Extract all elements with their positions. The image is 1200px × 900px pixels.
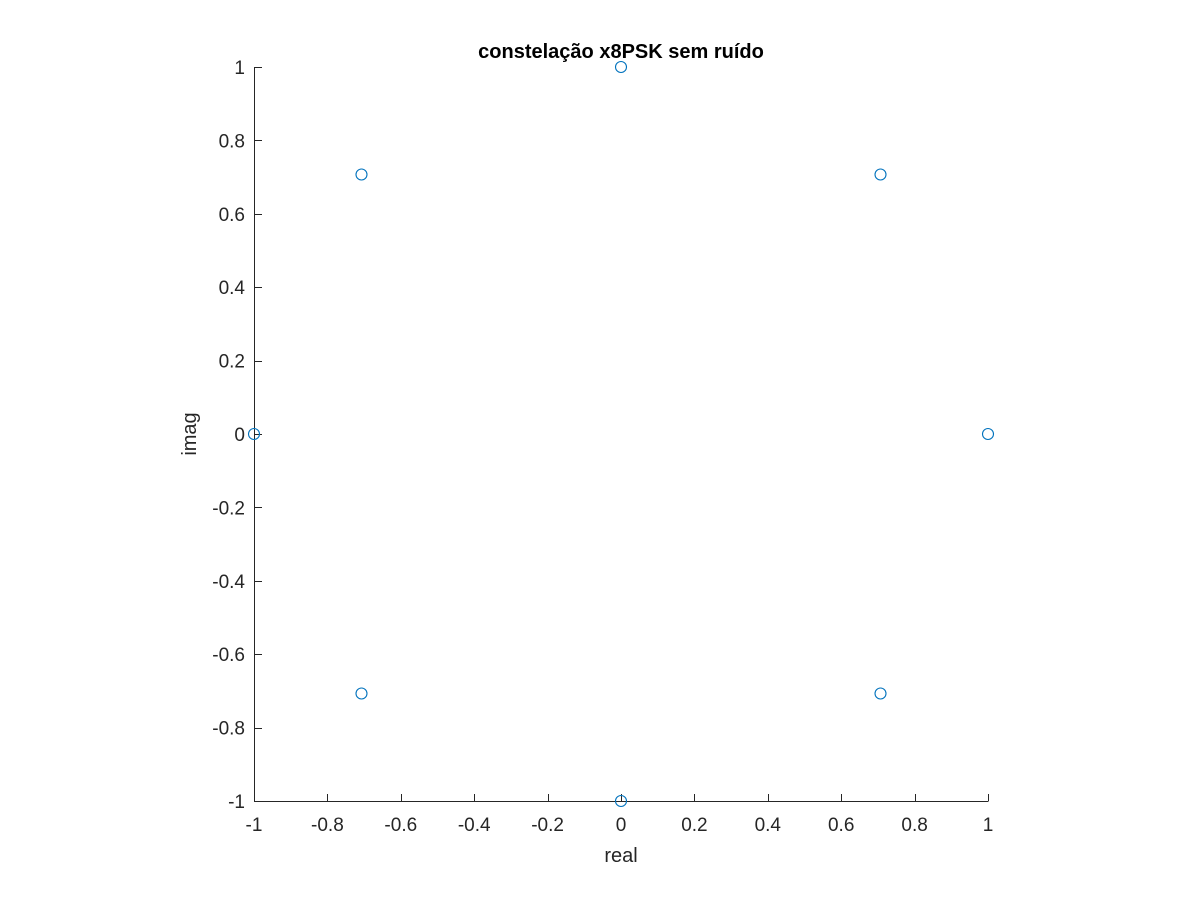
x-tick-label: 0.8 (901, 815, 927, 836)
y-axis-label: imag (179, 412, 201, 455)
x-tick-label: -0.6 (384, 815, 417, 836)
data-markers (247, 60, 995, 808)
data-point (614, 794, 628, 808)
x-tick-label: -0.8 (311, 815, 344, 836)
axes (254, 67, 988, 802)
data-point (874, 168, 887, 181)
y-ticks: -1 -0.8 -0.6 -0.4 -0.2 0 0.2 0.4 0.6 0.8 1 (212, 58, 262, 813)
x-tick-label: -1 (246, 815, 263, 836)
y-tick-label: -0.2 (212, 498, 245, 519)
y-tick-label: -0.6 (212, 645, 245, 666)
y-tick-label: 0.6 (219, 205, 245, 226)
data-point (981, 427, 995, 441)
data-point (355, 168, 368, 181)
data-point (874, 687, 887, 700)
y-tick-label: -1 (228, 792, 245, 813)
y-tick-label: 0 (234, 425, 245, 446)
x-tick-label: -0.2 (531, 815, 564, 836)
x-tick-label: 1 (983, 815, 994, 836)
x-axis-label: real (604, 845, 637, 867)
x-tick-label: 0.6 (828, 815, 854, 836)
data-point (247, 427, 261, 441)
x-tick-label: 0.4 (755, 815, 782, 836)
data-point (355, 687, 368, 700)
data-point (614, 60, 628, 74)
chart-title: constelação x8PSK sem ruído (478, 41, 764, 63)
y-tick-label: 0.4 (219, 278, 246, 299)
x-ticks: -1 -0.8 -0.6 -0.4 -0.2 0 0.2 0.4 0.6 0.8 1 (246, 794, 994, 836)
x-tick-label: -0.4 (458, 815, 491, 836)
y-tick-label: -0.8 (212, 719, 245, 740)
y-tick-label: 0.2 (219, 352, 245, 373)
x-tick-label: 0 (616, 815, 627, 836)
x-tick-label: 0.2 (681, 815, 707, 836)
y-tick-label: 1 (234, 58, 245, 79)
y-tick-label: -0.4 (212, 572, 245, 593)
y-tick-label: 0.8 (219, 131, 245, 152)
